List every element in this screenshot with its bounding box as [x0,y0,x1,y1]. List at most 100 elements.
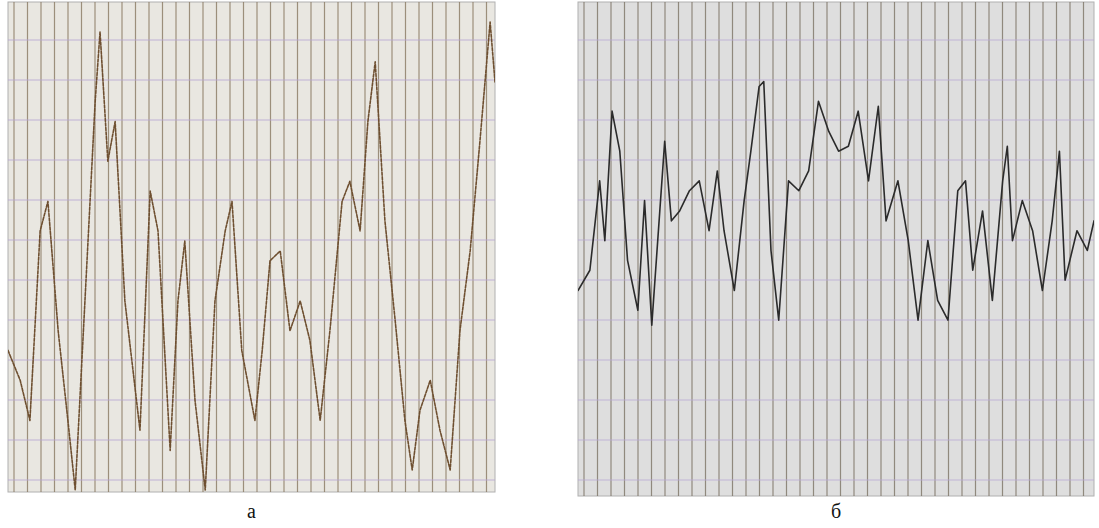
paper-line [799,2,800,496]
paper-line [243,2,244,492]
paper-line [364,2,365,492]
paper-line [27,2,28,492]
paper-line [8,39,495,40]
paper-line [894,2,895,496]
paper-line [745,2,746,496]
paper-line [578,439,1094,440]
trace [8,22,495,490]
paper-line [378,2,379,492]
paper-line [135,2,136,492]
paper-grid [8,2,495,492]
paper-line [664,2,665,496]
paper-line [651,2,652,496]
paper-line [624,2,625,496]
paper-line [786,2,787,496]
paper-line [840,2,841,496]
paper-grid [578,2,1094,496]
paper-line [813,2,814,496]
paper-line [175,2,176,492]
paper-line [108,2,109,492]
paper-line [907,2,908,496]
paper-line [988,2,989,496]
paper-line [351,2,352,492]
paper-line [432,2,433,492]
paper-line [578,199,1094,200]
paper-line [732,2,733,496]
trace-group [8,22,495,490]
paper-line [948,2,949,496]
paper-line [229,2,230,492]
paper-line [1069,2,1070,496]
paper-line [202,2,203,492]
trace-group [578,82,1094,326]
paper-line [578,39,1094,40]
panel [578,2,1094,496]
paper-line [772,2,773,496]
paper-line [8,359,495,360]
paper-line [583,2,584,496]
paper-line [8,279,495,280]
paper-line [256,2,257,492]
paper-line [1042,2,1043,496]
paper-line [8,119,495,120]
paper-line [270,2,271,492]
paper-line [578,399,1094,400]
paper-line [1002,2,1003,496]
paper-line [578,359,1094,360]
panel [8,2,495,492]
paper-line [705,2,706,496]
paper-line [297,2,298,492]
paper-line [597,2,598,496]
paper-line [1083,2,1084,496]
paper-line [1056,2,1057,496]
paper-line [637,2,638,496]
paper-line [8,479,495,480]
paper-line [283,2,284,492]
paper-line [578,479,1094,480]
paper-line [8,439,495,440]
paper-line [8,159,495,160]
paper-line [216,2,217,492]
paper-line [578,319,1094,320]
paper-line [189,2,190,492]
paper-line [578,239,1094,240]
paper-line [961,2,962,496]
panel-label: б [831,500,841,522]
paper-line [13,2,14,492]
paper-line [578,79,1094,80]
paper-line [40,2,41,492]
paper-line [310,2,311,492]
paper-line [445,2,446,492]
trace [578,82,1094,326]
paper-line [578,159,1094,160]
paper-line [1029,2,1030,496]
panel-label: а [247,500,256,522]
paper-line [610,2,611,496]
paper-line [826,2,827,496]
paper-line [759,2,760,496]
paper-line [162,2,163,492]
paper-line [718,2,719,496]
figure: аб [0,0,1099,528]
paper-line [921,2,922,496]
paper-line [8,319,495,320]
paper-line [578,119,1094,120]
plot-frame [578,2,1094,496]
paper-line [81,2,82,492]
paper-line [459,2,460,492]
paper-line [472,2,473,492]
paper-line [54,2,55,492]
paper-line [678,2,679,496]
paper-line [8,239,495,240]
paper-line [324,2,325,492]
paper-line [94,2,95,492]
paper-line [934,2,935,496]
paper-line [867,2,868,496]
paper-line [691,2,692,496]
paper-line [391,2,392,492]
paper-line [8,199,495,200]
paper-line [1015,2,1016,496]
plot-frame [8,2,495,492]
paper-line [8,79,495,80]
paper-line [880,2,881,496]
